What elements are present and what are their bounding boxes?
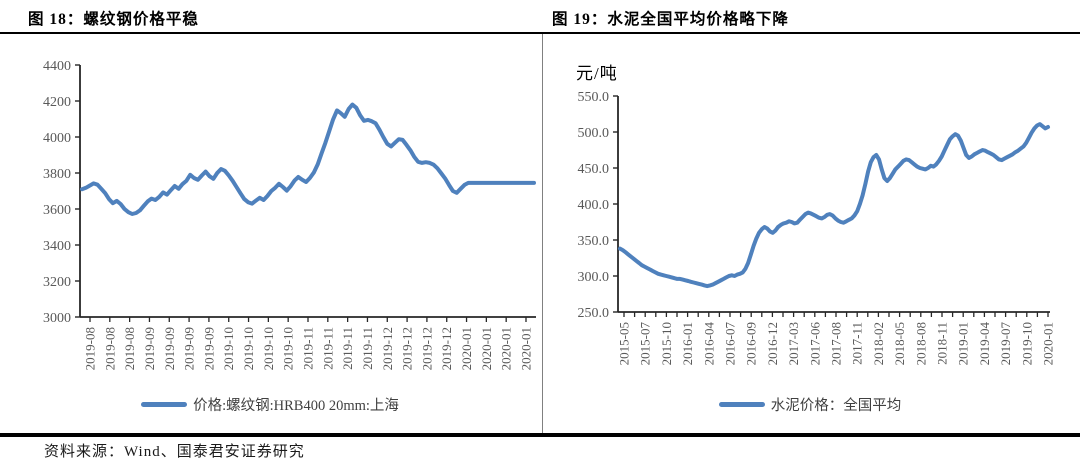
rebar-price-chart: 3000 3200 3400 3600 3800 4000 4200 4400 2019-08 2… bbox=[43, 59, 536, 370]
legend-line-swatch bbox=[141, 402, 188, 407]
legend-label: 水泥价格：全国平均 bbox=[770, 398, 902, 414]
y-axis-unit-label: 元/吨 bbox=[576, 64, 618, 83]
y-tick-label: 3200 bbox=[43, 275, 71, 290]
x-tick-label: 2015-05 bbox=[617, 322, 632, 365]
y-tick-label: 4200 bbox=[43, 95, 71, 110]
x-tick-label: 2018-02 bbox=[871, 322, 886, 365]
x-tick-label: 2019-09 bbox=[182, 327, 197, 370]
y-tick-label: 250.0 bbox=[578, 306, 610, 321]
panel-divider bbox=[542, 34, 543, 433]
x-tick-label: 2019-10 bbox=[281, 327, 296, 370]
x-tick-label: 2019-09 bbox=[201, 327, 216, 370]
figure-18-title: 图 18：螺纹钢价格平稳 bbox=[28, 11, 199, 28]
x-tick-label: 2017-08 bbox=[829, 322, 844, 365]
x-tick-label: 2019-12 bbox=[400, 327, 415, 370]
x-tick-label: 2015-10 bbox=[659, 322, 674, 365]
x-tick-label: 2019-08 bbox=[102, 327, 117, 370]
x-tick-label: 2019-09 bbox=[142, 327, 157, 370]
x-tick-label: 2019-09 bbox=[162, 327, 177, 370]
x-tick-label: 2019-11 bbox=[340, 327, 355, 370]
price-line bbox=[618, 122, 1050, 289]
x-tick-label: 2019-12 bbox=[380, 327, 395, 370]
x-tick-label: 2020-01 bbox=[459, 327, 474, 370]
x-tick-label: 2017-03 bbox=[786, 322, 801, 365]
cement-legend: 水泥价格：全国平均 bbox=[540, 394, 1080, 415]
y-tick-label: 350.0 bbox=[578, 234, 610, 249]
x-tick-label: 2017-06 bbox=[807, 322, 822, 366]
y-tick-label: 550.0 bbox=[578, 90, 610, 105]
x-tick-label: 2019-07 bbox=[998, 322, 1013, 366]
y-tick-label: 300.0 bbox=[578, 270, 610, 285]
x-tick-label: 2016-12 bbox=[765, 322, 780, 365]
x-tick-label: 2016-09 bbox=[744, 322, 759, 365]
bottom-rule bbox=[0, 433, 1080, 437]
x-tick-label: 2015-07 bbox=[638, 322, 653, 366]
x-tick-label: 2020-01 bbox=[499, 327, 514, 370]
x-tick-label: 2019-10 bbox=[221, 327, 236, 370]
cement-price-chart: 250.0 300.0 350.0 400.0 450.0 500.0 550.0 2015-… bbox=[578, 90, 1056, 366]
x-tick-label: 2018-05 bbox=[892, 322, 907, 365]
x-tick-label: 2019-11 bbox=[320, 327, 335, 370]
x-tick-label: 2019-01 bbox=[956, 322, 971, 365]
x-tick-label: 2019-12 bbox=[439, 327, 454, 370]
x-tick-label: 2018-11 bbox=[935, 322, 950, 365]
x-tick-label: 2016-07 bbox=[723, 322, 738, 366]
y-tick-label: 3800 bbox=[43, 167, 71, 182]
y-tick-label: 500.0 bbox=[578, 126, 610, 141]
rebar-legend: 价格:螺纹钢:HRB400 20mm:上海 bbox=[0, 394, 540, 415]
top-rule bbox=[0, 32, 1080, 34]
x-tick-label: 2019-11 bbox=[301, 327, 316, 370]
figure-19-title: 图 19：水泥全国平均价格略下降 bbox=[552, 11, 789, 28]
y-tick-label: 400.0 bbox=[578, 198, 610, 213]
x-tick-label: 2019-08 bbox=[83, 327, 98, 370]
x-tick-label: 2017-11 bbox=[850, 322, 865, 365]
x-tick-label: 2019-11 bbox=[360, 327, 375, 370]
x-tick-label: 2019-08 bbox=[122, 327, 137, 370]
x-tick-label: 2019-10 bbox=[241, 327, 256, 370]
x-tick-label: 2019-04 bbox=[977, 322, 992, 366]
x-tick-label: 2019-10 bbox=[261, 327, 276, 370]
source-note: 资料来源：Wind、国泰君安证券研究 bbox=[44, 444, 305, 460]
legend-label: 价格:螺纹钢:HRB400 20mm:上海 bbox=[193, 398, 399, 414]
y-tick-label: 4400 bbox=[43, 59, 71, 74]
y-tick-label: 3600 bbox=[43, 203, 71, 218]
x-tick-label: 2019-12 bbox=[419, 327, 434, 370]
y-tick-label: 450.0 bbox=[578, 162, 610, 177]
price-line bbox=[80, 102, 536, 216]
x-tick-label: 2019-10 bbox=[1019, 322, 1034, 365]
x-tick-label: 2020-01 bbox=[479, 327, 494, 370]
y-tick-label: 3400 bbox=[43, 239, 71, 254]
x-tick-label: 2016-01 bbox=[680, 322, 695, 365]
legend-line-swatch bbox=[718, 402, 765, 407]
y-tick-label: 4000 bbox=[43, 131, 71, 146]
x-tick-label: 2018-08 bbox=[913, 322, 928, 365]
y-tick-label: 3000 bbox=[43, 311, 71, 326]
x-tick-label: 2020-01 bbox=[519, 327, 534, 370]
x-tick-label: 2016-04 bbox=[701, 322, 716, 366]
x-tick-label: 2020-01 bbox=[1041, 322, 1056, 365]
